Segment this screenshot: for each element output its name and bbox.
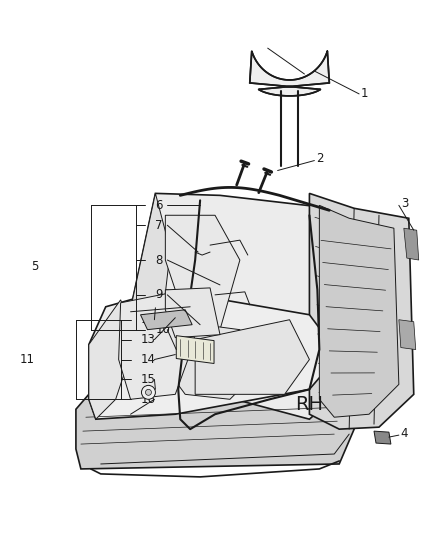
Text: 1: 1 <box>361 87 369 100</box>
Polygon shape <box>89 300 135 419</box>
Polygon shape <box>374 431 391 444</box>
Text: 7: 7 <box>155 219 163 232</box>
Polygon shape <box>119 193 170 389</box>
Polygon shape <box>319 205 399 417</box>
Text: RH: RH <box>295 395 323 414</box>
Polygon shape <box>89 290 339 419</box>
Text: 9: 9 <box>155 288 163 301</box>
Polygon shape <box>163 320 255 399</box>
Polygon shape <box>119 193 354 419</box>
Text: 14: 14 <box>141 353 155 366</box>
Text: 11: 11 <box>19 353 34 366</box>
Circle shape <box>141 385 155 399</box>
Polygon shape <box>119 292 195 399</box>
Polygon shape <box>141 310 192 330</box>
Text: 13: 13 <box>141 333 155 346</box>
Text: 10: 10 <box>155 323 170 336</box>
Text: 2: 2 <box>316 152 324 165</box>
Text: 4: 4 <box>401 426 408 440</box>
Text: 15: 15 <box>141 373 155 386</box>
Polygon shape <box>195 320 309 394</box>
Polygon shape <box>250 51 329 96</box>
Polygon shape <box>309 193 414 429</box>
Text: 12: 12 <box>141 313 155 326</box>
Text: 8: 8 <box>155 254 163 266</box>
Polygon shape <box>165 215 240 330</box>
Polygon shape <box>76 389 354 469</box>
Polygon shape <box>165 288 220 337</box>
Text: 3: 3 <box>401 197 408 210</box>
Polygon shape <box>176 336 214 364</box>
Circle shape <box>145 389 152 395</box>
Text: 6: 6 <box>155 199 163 212</box>
Text: 5: 5 <box>31 261 39 273</box>
Text: 16: 16 <box>141 393 155 406</box>
Polygon shape <box>404 228 419 260</box>
Polygon shape <box>399 320 416 350</box>
